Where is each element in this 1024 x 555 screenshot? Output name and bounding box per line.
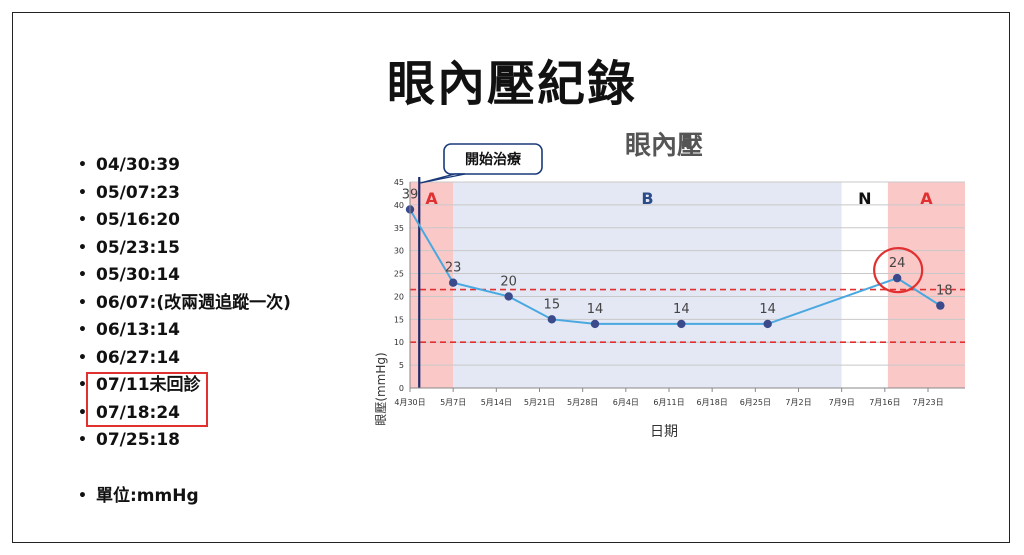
x-tick-label: 7月9日 bbox=[829, 398, 855, 407]
x-tick-label: 7月2日 bbox=[785, 398, 811, 407]
y-tick-label: 25 bbox=[394, 270, 404, 279]
region-band bbox=[453, 182, 842, 388]
region-band bbox=[887, 182, 965, 388]
readings-list: • 04/30:39 • 05/07:23 • 05/16:20 • 05/23:15 • 05/… bbox=[78, 152, 291, 510]
x-tick-label: 6月4日 bbox=[613, 398, 639, 407]
data-point bbox=[448, 278, 458, 287]
reading-text: 06/07:(改兩週追蹤一次) bbox=[96, 292, 291, 313]
unit-note: • 單位:mmHg bbox=[78, 483, 291, 511]
reading-text: 05/30:14 bbox=[96, 265, 180, 285]
x-tick-label: 4月30日 bbox=[394, 398, 425, 407]
x-tick-label: 6月18日 bbox=[697, 398, 728, 407]
bullet-glyph: • bbox=[78, 377, 87, 393]
slide-title: 眼內壓紀錄 bbox=[386, 56, 637, 112]
bullet-glyph: • bbox=[78, 404, 87, 421]
y-tick-label: 40 bbox=[394, 201, 404, 210]
unit-note-text: 單位:mmHg bbox=[96, 485, 199, 506]
reading-text: 07/11未回診 bbox=[96, 375, 201, 395]
data-label: 20 bbox=[500, 274, 517, 289]
reading-item: • 07/11未回診 bbox=[78, 372, 291, 400]
y-tick-label: 45 bbox=[394, 178, 404, 187]
bullet-glyph: • bbox=[78, 157, 87, 173]
y-tick-label: 35 bbox=[394, 224, 404, 233]
y-tick-label: 10 bbox=[394, 338, 404, 347]
bullet-glyph: • bbox=[78, 487, 87, 504]
region-label: A bbox=[920, 189, 933, 208]
bullet-glyph: • bbox=[78, 239, 87, 256]
x-tick-label: 5月28日 bbox=[567, 398, 598, 407]
slide-frame bbox=[12, 12, 1010, 543]
reading-text: 07/18:24 bbox=[96, 402, 180, 423]
y-tick-label: 15 bbox=[394, 315, 404, 324]
data-label: 15 bbox=[544, 297, 561, 312]
bullet-glyph: • bbox=[78, 212, 87, 228]
highlight-box bbox=[86, 372, 208, 427]
treatment-callout-text: 開始治療 bbox=[465, 151, 522, 168]
bullet-glyph: • bbox=[78, 349, 87, 366]
y-tick-label: 5 bbox=[399, 361, 404, 370]
reading-text: 05/16:20 bbox=[96, 210, 180, 230]
region-label: N bbox=[858, 189, 871, 208]
x-tick-label: 7月16日 bbox=[869, 398, 900, 407]
data-point bbox=[504, 292, 513, 301]
x-tick-label: 5月14日 bbox=[481, 398, 512, 407]
reading-text: 05/07:23 bbox=[96, 182, 180, 203]
region-band bbox=[410, 182, 454, 388]
x-tick-label: 6月25日 bbox=[740, 398, 771, 407]
reading-item: • 05/30:14 bbox=[78, 262, 291, 290]
data-point bbox=[936, 301, 945, 310]
y-axis-label: 眼壓(mmHg) bbox=[374, 352, 388, 425]
reading-text: 06/27:14 bbox=[96, 347, 180, 368]
reading-item: • 05/23:15 bbox=[78, 235, 291, 263]
grid-layer bbox=[410, 181, 965, 366]
reading-text: 06/13:14 bbox=[96, 320, 180, 340]
y-tick-label: 30 bbox=[394, 247, 404, 256]
reading-item: • 06/07:(改兩週追蹤一次) bbox=[78, 290, 291, 318]
data-label: 24 bbox=[889, 256, 906, 271]
x-tick-label: 5月7日 bbox=[440, 398, 466, 407]
data-point bbox=[590, 319, 600, 329]
data-label: 18 bbox=[936, 284, 953, 299]
data-label: 23 bbox=[445, 261, 462, 276]
data-point bbox=[763, 319, 772, 329]
reading-item: • 07/25:18 bbox=[78, 427, 291, 455]
bullet-glyph: • bbox=[78, 432, 87, 448]
data-label: 14 bbox=[587, 302, 604, 317]
data-label: 14 bbox=[759, 302, 776, 317]
axis-layer: 0 5 10 15 20 25 30 35 40 45 4月30日 5月7日 5月14日 5月21日 5月2… bbox=[394, 178, 965, 407]
x-tick-label: 6月11日 bbox=[653, 398, 684, 407]
x-tick-label: 7月23日 bbox=[912, 398, 943, 407]
data-label: 14 bbox=[673, 302, 690, 317]
reference-lines bbox=[410, 288, 965, 344]
highlight-circle bbox=[873, 247, 924, 294]
x-axis-label: 日期 bbox=[650, 424, 678, 440]
reading-item: • 04/30:39 bbox=[78, 152, 291, 180]
data-point bbox=[677, 319, 686, 329]
bullet-glyph: • bbox=[78, 294, 87, 311]
region-label: B bbox=[641, 189, 653, 208]
reading-item: • 06/13:14 bbox=[78, 317, 291, 345]
x-tick-label: 5月21日 bbox=[524, 398, 555, 407]
y-tick-label: 0 bbox=[399, 384, 404, 393]
y-tick-label: 20 bbox=[394, 292, 404, 301]
chart-title: 眼內壓 bbox=[625, 131, 703, 161]
bullet-glyph: • bbox=[78, 184, 87, 201]
region-label: A bbox=[425, 189, 438, 208]
treatment-callout-pointer bbox=[420, 173, 466, 184]
reading-text: 04/30:39 bbox=[96, 155, 180, 175]
treatment-marker: 開始治療 bbox=[418, 143, 543, 388]
reading-item: • 05/07:23 bbox=[78, 180, 291, 208]
reading-item: • 07/18:24 bbox=[78, 400, 291, 428]
data-point bbox=[892, 273, 902, 283]
reading-item: • 05/16:20 bbox=[78, 207, 291, 235]
bullet-glyph: • bbox=[78, 267, 87, 283]
reading-text: 07/25:18 bbox=[96, 430, 180, 450]
data-point bbox=[547, 315, 557, 324]
bullet-glyph: • bbox=[78, 322, 87, 338]
treatment-callout-box bbox=[443, 143, 543, 175]
reading-item: • 06/27:14 bbox=[78, 345, 291, 373]
reading-text: 05/23:15 bbox=[96, 237, 180, 258]
